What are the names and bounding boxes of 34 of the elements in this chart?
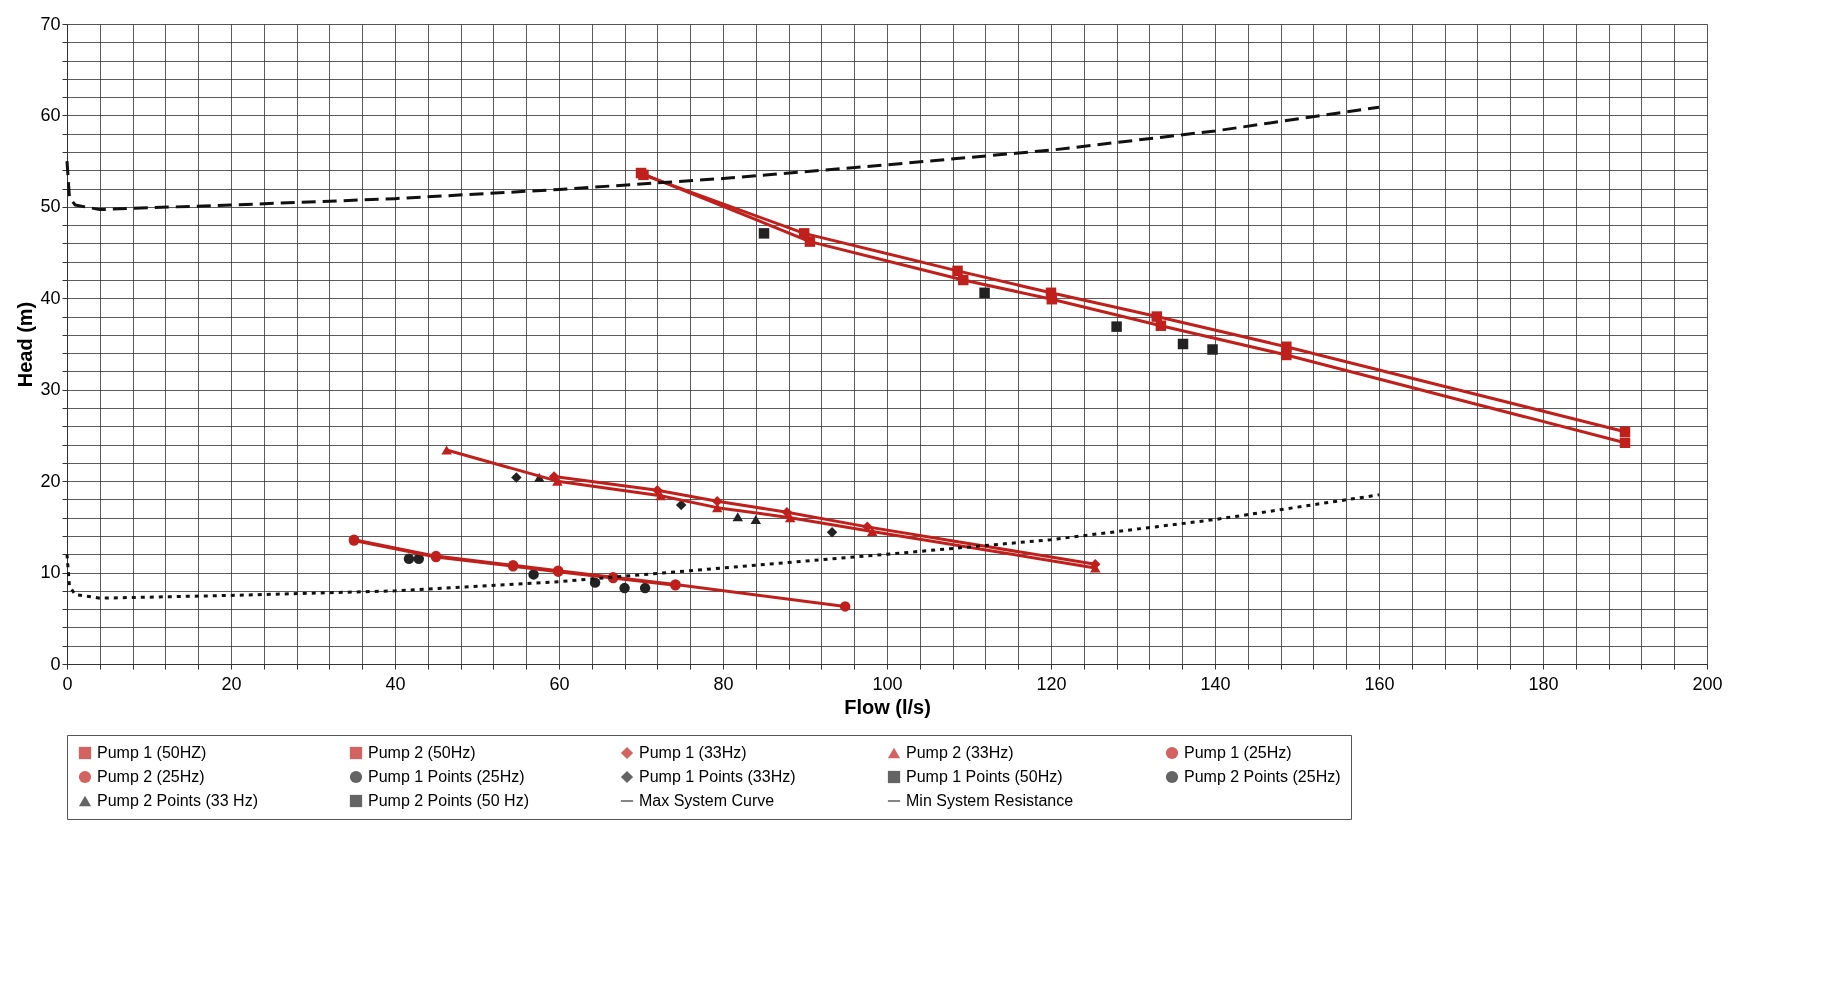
x-tick-label: 200 (1692, 673, 1723, 694)
legend-label: Pump 1 (50HZ) (97, 744, 207, 761)
x-tick-label: 60 (549, 673, 570, 694)
legend-label: Pump 1 Points (50Hz) (906, 768, 1063, 785)
y-tick-label: 10 (40, 562, 61, 583)
x-tick-label: 140 (1200, 673, 1231, 694)
x-tick-label: 40 (385, 673, 406, 694)
y-tick-label: 60 (40, 104, 61, 125)
legend-label: Pump 2 (33Hz) (906, 744, 1014, 761)
legend-label: Pump 2 Points (25Hz) (1184, 768, 1341, 785)
legend-label: Pump 1 (25Hz) (1184, 744, 1292, 761)
y-tick-label: 50 (40, 196, 61, 217)
legend-label: Min System Resistance (906, 792, 1074, 809)
legend-label: Pump 2 (50Hz) (368, 744, 476, 761)
x-tick-label: 80 (713, 673, 734, 694)
legend-label: Pump 2 (25Hz) (97, 768, 205, 785)
x-axis-title: Flow (l/s) (844, 695, 931, 718)
x-tick-label: 180 (1528, 673, 1559, 694)
x-tick-label: 120 (1036, 673, 1067, 694)
legend-label: Max System Curve (639, 792, 775, 809)
y-tick-label: 40 (40, 287, 61, 308)
legend-label: Pump 2 Points (50 Hz) (368, 792, 529, 809)
x-tick-label: 160 (1364, 673, 1395, 694)
legend-label: Pump 1 (33Hz) (639, 744, 747, 761)
legend-label: Pump 1 Points (33Hz) (639, 768, 796, 785)
y-tick-label: 0 (50, 653, 61, 674)
y-axis-title: Head (m) (14, 301, 37, 388)
y-tick-label: 30 (40, 379, 61, 400)
x-tick-label: 20 (221, 673, 242, 694)
legend-label: Pump 1 Points (25Hz) (368, 768, 525, 785)
x-tick-label: 100 (872, 673, 903, 694)
y-tick-label: 70 (40, 13, 61, 34)
legend-label: Pump 2 Points (33 Hz) (97, 792, 258, 809)
y-tick-label: 20 (40, 470, 61, 491)
